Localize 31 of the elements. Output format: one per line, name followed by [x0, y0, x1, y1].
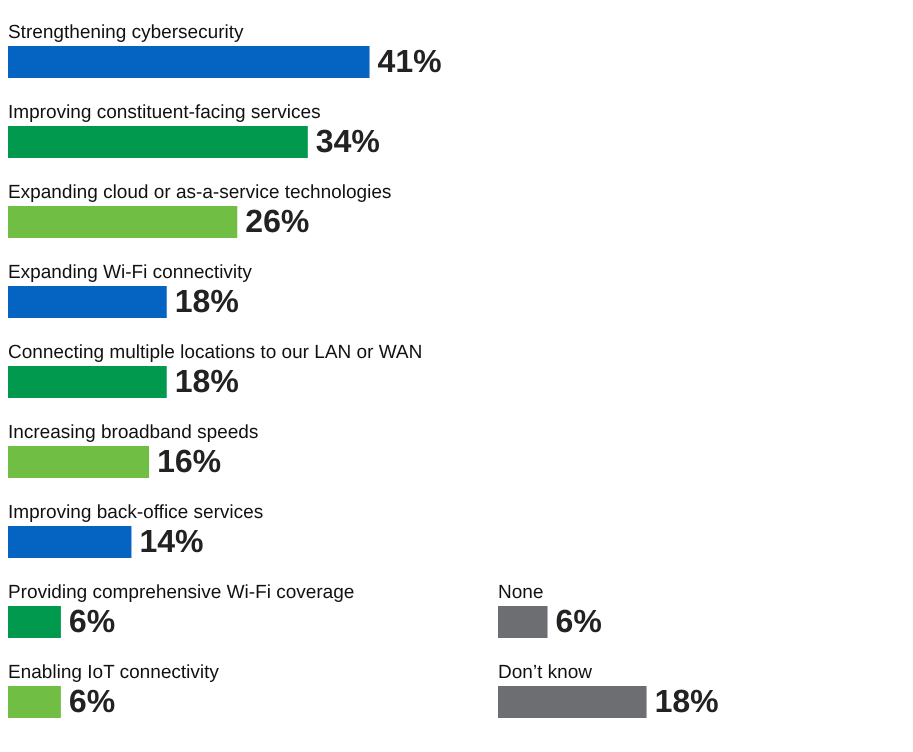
data-label: 34% [316, 123, 380, 159]
y-tick-label: Don’t know [498, 662, 592, 683]
data-label: 16% [157, 443, 222, 479]
y-tick-label: Expanding cloud or as-a-service technologies [8, 182, 392, 203]
bar [8, 286, 167, 318]
bar [8, 686, 61, 718]
data-label: 6% [68, 603, 116, 639]
bar [8, 606, 61, 638]
data-label: 18% [174, 283, 239, 319]
data-label: 26% [245, 203, 310, 239]
y-tick-label: Connecting multiple locations to our LAN or WAN [8, 342, 422, 363]
bar [8, 46, 370, 78]
y-tick-label: Expanding Wi-Fi connectivity [8, 262, 252, 283]
data-label: 18% [654, 683, 719, 719]
bar [8, 126, 308, 158]
y-tick-label: None [498, 582, 544, 603]
bar [8, 526, 132, 558]
y-tick-label: Providing comprehensive Wi-Fi coverage [8, 582, 354, 603]
y-tick-label: Enabling IoT connectivity [8, 662, 220, 683]
data-label: 18% [174, 363, 239, 399]
data-label: 14% [139, 523, 204, 559]
bar [8, 206, 238, 238]
data-label: 6% [68, 683, 116, 719]
y-tick-label: Improving constituent-facing services [8, 102, 321, 123]
bar [8, 446, 150, 478]
data-label: 6% [556, 603, 602, 639]
y-tick-label: Improving back-office services [8, 502, 264, 523]
y-tick-label: Increasing broadband speeds [8, 422, 258, 443]
data-label: 41% [378, 43, 442, 79]
y-tick-label: Strengthening cybersecurity [8, 22, 244, 43]
bar [8, 366, 167, 398]
